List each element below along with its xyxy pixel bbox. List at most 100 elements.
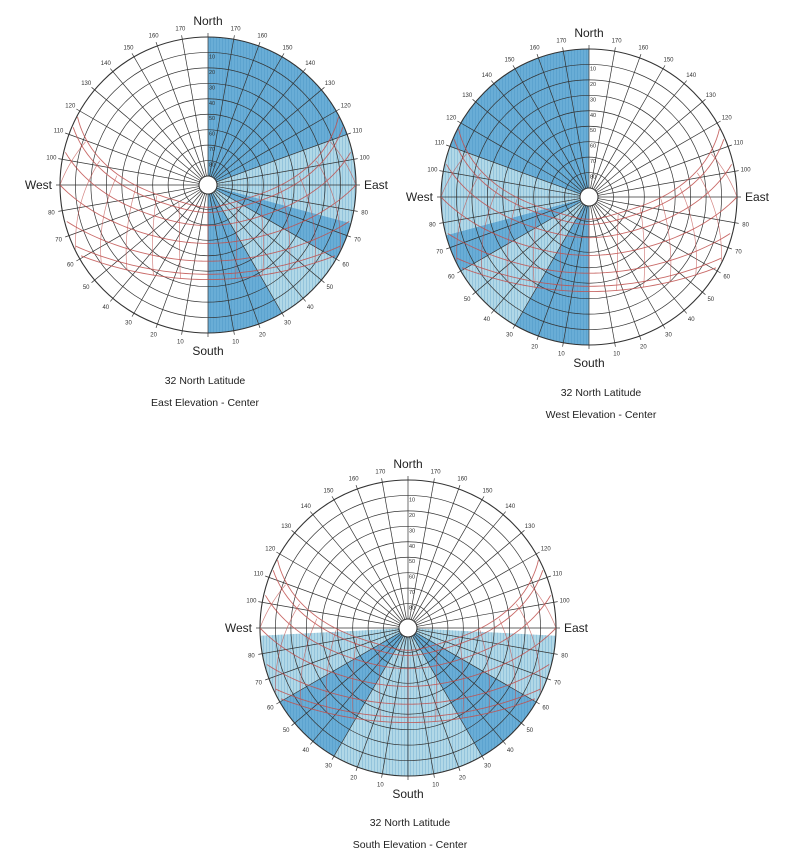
direction-label-east: East (364, 178, 389, 192)
azimuth-spoke (181, 35, 207, 177)
azimuth-label: 10 (232, 340, 239, 346)
altitude-label: 40 (409, 544, 415, 550)
azimuth-spoke (291, 530, 402, 623)
azimuth-label: 10 (558, 352, 565, 358)
altitude-label: 70 (409, 590, 415, 596)
azimuth-label: 40 (302, 748, 309, 754)
azimuth-label: 170 (612, 38, 623, 44)
azimuth-label: 170 (175, 26, 186, 32)
azimuth-spoke (355, 485, 406, 620)
azimuth-spoke (416, 629, 558, 655)
azimuth-spoke (58, 186, 200, 212)
hour-line (479, 630, 491, 713)
azimuth-spoke (597, 199, 732, 250)
azimuth-spoke (209, 193, 235, 335)
hour-line (60, 141, 86, 184)
azimuth-label: 100 (427, 167, 438, 173)
azimuth-spoke (472, 99, 583, 192)
altitude-label: 40 (209, 101, 215, 107)
hour-line (298, 175, 316, 263)
azimuth-label: 50 (464, 297, 471, 303)
hour-line (441, 153, 467, 196)
hour-line (458, 638, 464, 719)
azimuth-label: 30 (125, 321, 132, 327)
azimuth-spoke (210, 193, 261, 328)
zenith-circle (198, 175, 218, 195)
azimuth-spoke (355, 636, 406, 771)
hour-line (300, 618, 318, 706)
azimuth-label: 130 (281, 524, 292, 530)
azimuth-spoke (58, 158, 200, 184)
azimuth-label: 120 (541, 547, 552, 553)
azimuth-spoke (215, 108, 340, 181)
hour-line (352, 638, 358, 719)
azimuth-label: 30 (665, 333, 672, 339)
azimuth-label: 140 (301, 504, 312, 510)
azimuth-spoke (590, 205, 616, 347)
azimuth-spoke (155, 193, 206, 328)
altitude-label: 70 (590, 159, 596, 165)
azimuth-spoke (591, 54, 642, 189)
azimuth-spoke (472, 202, 583, 295)
sun-path-curve (77, 116, 339, 208)
azimuth-label: 40 (102, 305, 109, 311)
azimuth-label: 170 (431, 469, 442, 475)
azimuth-label: 110 (435, 141, 445, 147)
azimuth-spoke (562, 205, 588, 347)
altitude-label: 50 (409, 559, 415, 565)
azimuth-spoke (596, 120, 721, 193)
azimuth-label: 10 (177, 340, 184, 346)
azimuth-spoke (594, 80, 687, 191)
hour-line (235, 202, 238, 279)
azimuth-label: 100 (741, 167, 752, 173)
zenith-circle (579, 187, 599, 207)
azimuth-label: 40 (483, 317, 490, 323)
azimuth-label: 20 (259, 332, 266, 338)
altitude-label: 10 (409, 497, 415, 503)
altitude-label: 30 (409, 528, 415, 534)
azimuth-label: 130 (81, 81, 92, 87)
azimuth-label: 30 (506, 333, 513, 339)
altitude-label: 20 (409, 513, 415, 519)
azimuth-label: 70 (554, 680, 561, 686)
azimuth-spoke (597, 170, 739, 196)
azimuth-spoke (413, 511, 506, 622)
azimuth-spoke (593, 65, 666, 190)
sun-path-curve (280, 698, 536, 724)
azimuth-label: 20 (640, 344, 647, 350)
azimuth-label: 60 (448, 275, 455, 281)
hour-line (697, 172, 722, 262)
azimuth-spoke (155, 42, 206, 177)
altitude-label: 20 (590, 82, 596, 88)
hour-line (498, 618, 516, 706)
hour-line (481, 187, 499, 275)
azimuth-spoke (597, 198, 739, 224)
azimuth-label: 150 (282, 45, 293, 51)
direction-label-north: North (574, 26, 603, 40)
azimuth-label: 30 (484, 764, 491, 770)
azimuth-spoke (210, 42, 261, 177)
azimuth-label: 50 (526, 728, 533, 734)
azimuth-label: 120 (341, 104, 352, 110)
direction-label-south: South (392, 787, 423, 801)
hour-line (506, 199, 518, 282)
hour-line (325, 630, 337, 713)
hour-line (279, 187, 291, 270)
azimuth-label: 30 (284, 321, 291, 327)
hour-line (125, 187, 137, 270)
azimuth-label: 20 (350, 775, 357, 781)
azimuth-label: 60 (67, 263, 74, 269)
hour-line (533, 207, 539, 288)
hour-line (100, 175, 118, 263)
azimuth-spoke (181, 193, 207, 335)
azimuth-spoke (131, 192, 204, 317)
azimuth-label: 70 (354, 237, 361, 243)
shading-hatch (446, 199, 582, 271)
azimuth-spoke (276, 551, 401, 624)
azimuth-label: 40 (307, 305, 314, 311)
azimuth-spoke (381, 636, 407, 778)
azimuth-label: 60 (342, 263, 349, 269)
direction-label-east: East (564, 621, 589, 635)
azimuth-label: 80 (429, 223, 436, 229)
azimuth-label: 120 (265, 547, 276, 553)
